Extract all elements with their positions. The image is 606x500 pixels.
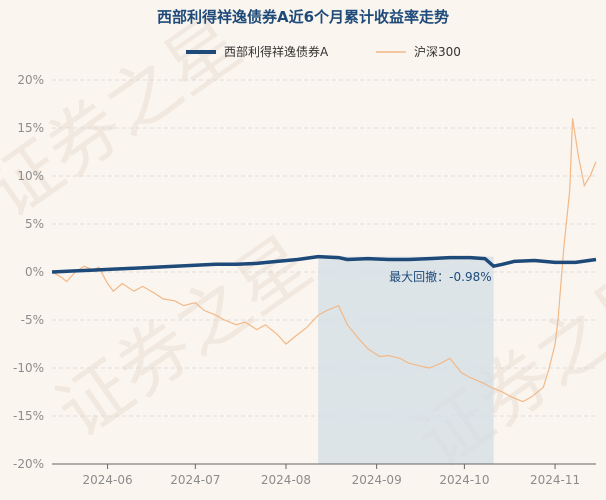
- chart-title: 西部利得祥逸债券A近6个月累计收益率走势: [157, 8, 449, 26]
- y-tick-label: -15%: [13, 409, 44, 423]
- y-tick-label: -10%: [13, 361, 44, 375]
- x-tick-label: 2024-08: [261, 473, 311, 487]
- legend-label-index: 沪深300: [414, 45, 461, 59]
- y-tick-label: -20%: [13, 457, 44, 471]
- y-tick-label: 20%: [17, 73, 44, 87]
- series-line-index: [51, 118, 597, 403]
- y-axis-ticks: 20% 15% 10% 5% 0% -5% -10% -15% -20%: [13, 73, 44, 471]
- y-tick-label: 5%: [25, 217, 44, 231]
- legend-label-fund: 西部利得祥逸债券A: [224, 44, 329, 59]
- drawdown-annotation: 最大回撤：-0.98%: [389, 269, 491, 284]
- x-tick-label: 2024-09: [352, 473, 402, 487]
- max-drawdown-band: [318, 256, 494, 464]
- x-axis: 2024-06 2024-07 2024-08 2024-09 2024-10 2024-…: [52, 463, 596, 487]
- y-tick-label: 15%: [17, 121, 44, 135]
- series-line-fund: [51, 254, 597, 274]
- x-tick-label: 2024-10: [439, 473, 489, 487]
- y-tick-label: -5%: [21, 313, 44, 327]
- legend: 西部利得祥逸债券A 沪深300: [186, 44, 461, 59]
- x-tick-label: 2024-11: [530, 473, 580, 487]
- y-tick-label: 0%: [25, 265, 44, 279]
- x-tick-label: 2024-07: [170, 473, 220, 487]
- y-tick-label: 10%: [17, 169, 44, 183]
- x-tick-label: 2024-06: [82, 473, 132, 487]
